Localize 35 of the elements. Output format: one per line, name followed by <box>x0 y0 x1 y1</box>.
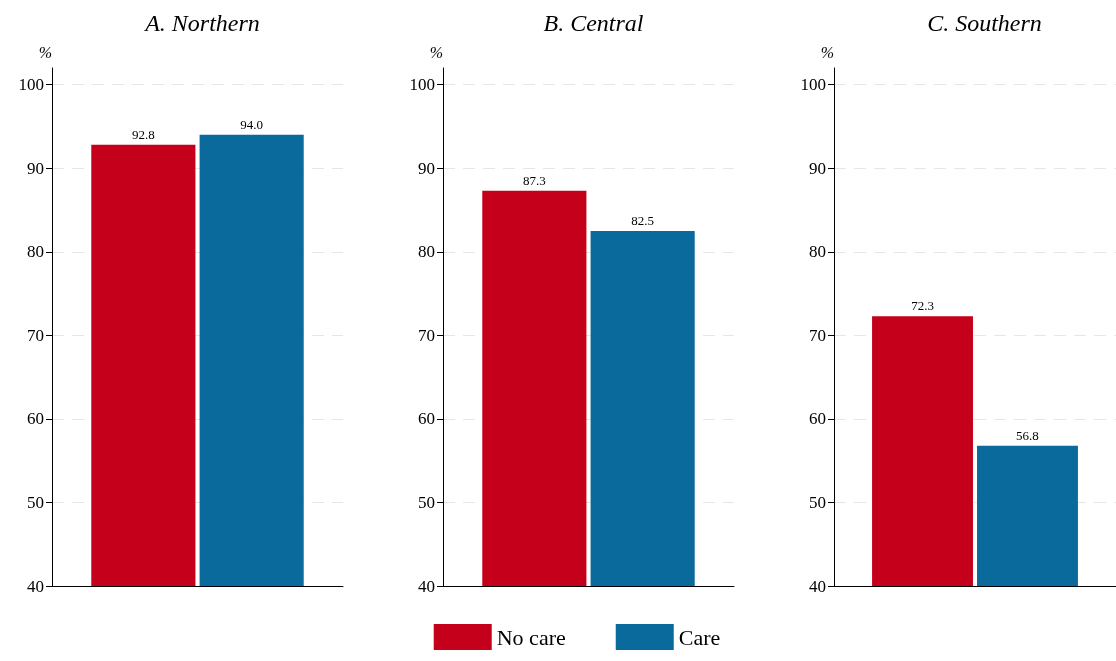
data-label: 56.8 <box>1016 427 1039 443</box>
data-label: 94.0 <box>240 116 264 132</box>
data-label: 92.8 <box>131 126 155 142</box>
chart-title: C. Southern <box>927 10 1042 36</box>
y-tick-label: 100 <box>409 75 435 95</box>
data-label: 72.3 <box>911 298 934 314</box>
y-tick-label: 90 <box>809 158 826 178</box>
chart-title: B. Central <box>543 10 644 36</box>
y-tick-label: 100 <box>800 75 826 95</box>
y-axis-title: % <box>429 43 443 61</box>
y-tick-label: 100 <box>18 75 44 95</box>
y-tick-label: 70 <box>27 325 44 345</box>
y-tick-label: 50 <box>809 492 826 512</box>
legend-label: No care <box>496 624 566 650</box>
y-tick-label: 50 <box>27 492 44 512</box>
y-tick-label: 70 <box>809 325 826 345</box>
y-axis-title: % <box>38 43 52 61</box>
legend-label: Care <box>678 624 721 650</box>
y-tick-label: 60 <box>418 409 435 429</box>
y-tick-label: 40 <box>809 576 826 596</box>
y-tick-label: 80 <box>418 242 435 262</box>
chart-title: A. Northern <box>143 10 260 36</box>
y-tick-label: 60 <box>27 409 44 429</box>
y-tick-label: 50 <box>418 492 435 512</box>
y-tick-label: 40 <box>418 576 435 596</box>
y-tick-label: 60 <box>809 409 826 429</box>
data-label: 87.3 <box>522 172 546 188</box>
y-axis-title: % <box>820 43 834 61</box>
y-tick-label: 80 <box>809 242 826 262</box>
y-tick-label: 70 <box>418 325 435 345</box>
y-tick-label: 90 <box>27 158 44 178</box>
y-tick-label: 90 <box>418 158 435 178</box>
y-tick-label: 40 <box>27 576 44 596</box>
data-label: 82.5 <box>631 212 655 228</box>
y-tick-label: 80 <box>27 242 44 262</box>
